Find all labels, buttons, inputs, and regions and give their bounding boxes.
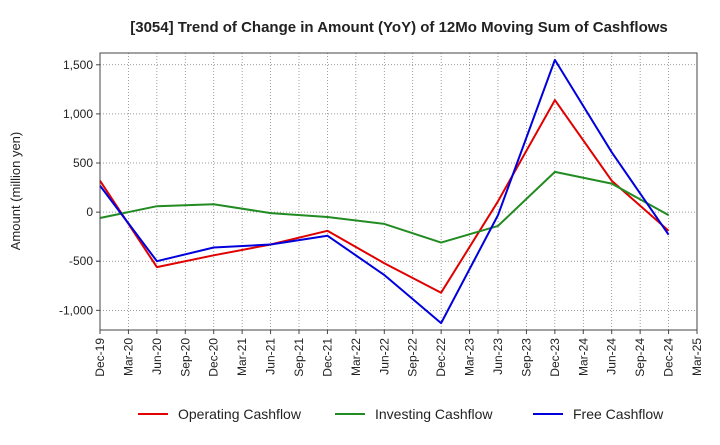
y-tick-label: 1,500 [63, 58, 93, 72]
x-tick-label: Sep-20 [178, 338, 192, 377]
free-cashflow-legend-label: Free Cashflow [573, 406, 664, 422]
x-tick-label: Dec-22 [434, 338, 448, 377]
x-tick-label: Dec-19 [93, 338, 107, 377]
operating-cashflow-line [99, 99, 670, 294]
investing-cashflow-line [99, 170, 670, 244]
y-tick-label: -1,000 [59, 303, 93, 317]
x-axis-ticks: Dec-19 Mar-20 Jun-20 Sep-20 Dec-20 Mar-21 Jun-… [93, 330, 704, 377]
x-tick-label: Mar-21 [235, 338, 249, 376]
x-tick-label: Mar-25 [690, 338, 704, 376]
chart-title: [3054] Trend of Change in Amount (YoY) o… [130, 19, 668, 36]
legend: Operating Cashflow Investing Cashflow Free… [138, 406, 664, 422]
operating-cashflow-legend-label: Operating Cashflow [178, 406, 302, 422]
x-tick-label: Jun-24 [605, 338, 619, 375]
x-tick-label: Mar-22 [349, 338, 363, 376]
y-tick-label: 1,000 [63, 107, 93, 121]
y-tick-label: 500 [73, 156, 93, 170]
free-cashflow-line [99, 58, 670, 325]
investing-cashflow-legend-label: Investing Cashflow [375, 406, 493, 422]
x-tick-label: Dec-24 [662, 338, 676, 377]
series-layer [99, 58, 670, 325]
y-axis-label: Amount (million yen) [8, 132, 23, 251]
x-tick-label: Jun-20 [150, 338, 164, 375]
y-axis-ticks: -1,000 -500 0 500 1,000 1,500 [59, 58, 100, 317]
y-tick-label: -500 [69, 254, 93, 268]
y-tick-label: 0 [86, 205, 93, 219]
x-tick-label: Mar-20 [121, 338, 135, 376]
x-tick-label: Sep-22 [406, 338, 420, 377]
x-tick-label: Dec-23 [548, 338, 562, 377]
x-tick-label: Jun-21 [264, 338, 278, 375]
x-tick-label: Sep-24 [633, 338, 647, 377]
x-tick-label: Sep-23 [519, 338, 533, 377]
x-tick-label: Jun-23 [491, 338, 505, 375]
x-tick-label: Dec-21 [320, 338, 334, 377]
x-tick-label: Dec-20 [207, 338, 221, 377]
grid-layer [99, 53, 698, 330]
x-tick-label: Mar-24 [576, 338, 590, 376]
plot-frame [99, 52, 698, 331]
x-tick-label: Sep-21 [292, 338, 306, 377]
x-tick-label: Mar-23 [463, 338, 477, 376]
x-tick-label: Jun-22 [377, 338, 391, 375]
